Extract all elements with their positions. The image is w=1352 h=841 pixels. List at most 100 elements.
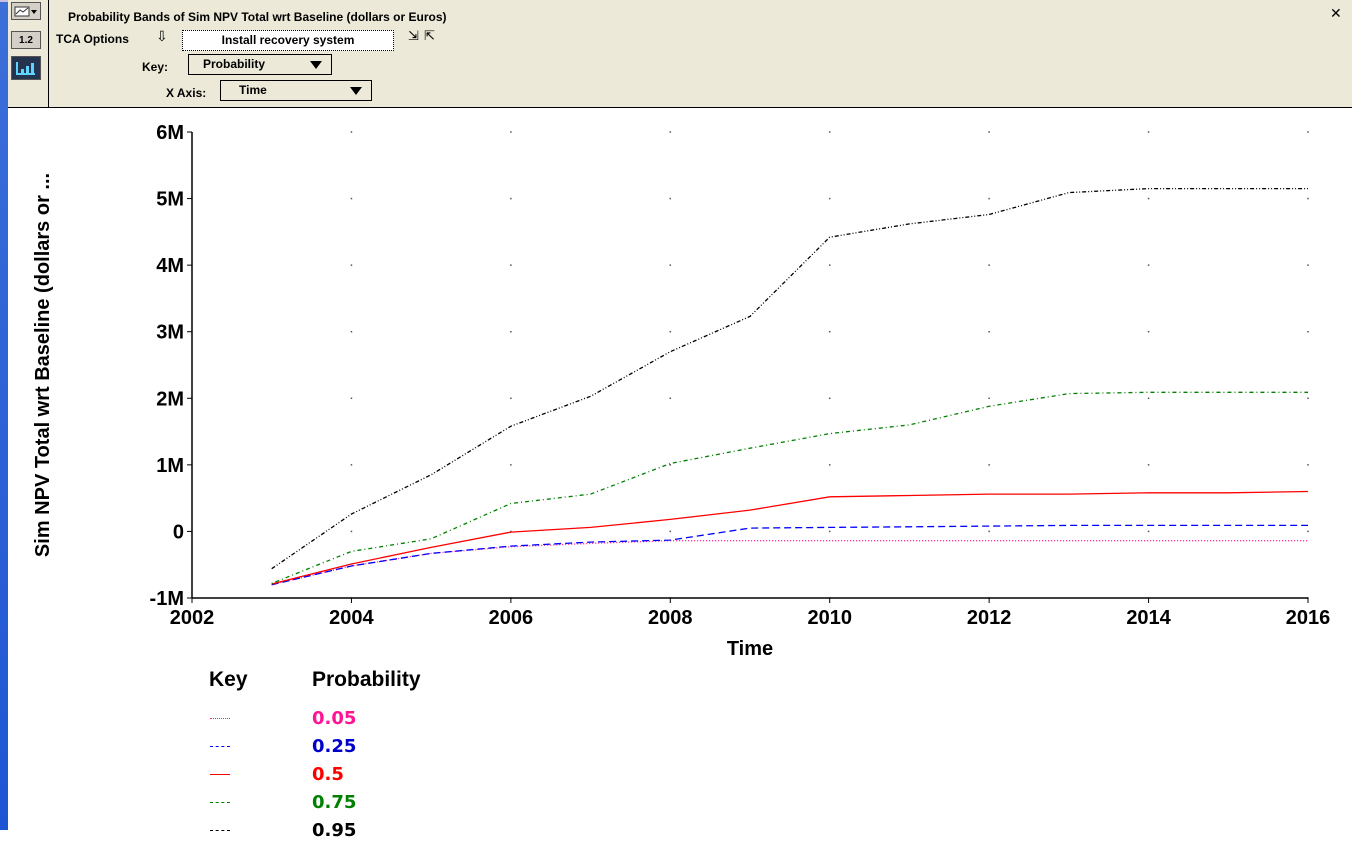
grid-dot bbox=[1307, 264, 1309, 266]
view-mode-icons: 1.2 bbox=[8, 0, 49, 107]
grid-dot bbox=[1307, 464, 1309, 466]
legend-key-title: Key bbox=[209, 668, 248, 691]
y-tick-label: 6M bbox=[156, 122, 184, 144]
grid-dot bbox=[1307, 330, 1309, 333]
grid-dot bbox=[669, 264, 672, 266]
graph-view-icon[interactable] bbox=[11, 56, 41, 80]
x-tick-labels: 2002 2004 2006 2008 2010 2012 2014 2016 bbox=[170, 598, 1331, 629]
tca-options-button[interactable]: Install recovery system bbox=[182, 30, 394, 51]
y-tick-label: -1M bbox=[150, 588, 184, 610]
x-tick-label: 2004 bbox=[329, 607, 374, 629]
chart-axes bbox=[191, 132, 1308, 599]
series-line-0-05 bbox=[271, 540, 1308, 586]
x-tick-label: 2006 bbox=[489, 607, 534, 629]
x-tick-label: 2016 bbox=[1286, 607, 1331, 629]
grid-dot bbox=[1307, 397, 1309, 400]
legend-swatch bbox=[210, 746, 230, 747]
x-tick-label: 2010 bbox=[807, 607, 852, 629]
grid-dot bbox=[828, 330, 831, 333]
grid-dot bbox=[669, 197, 672, 200]
x-axis-label: X Axis: bbox=[166, 86, 207, 100]
grid-dot bbox=[1147, 264, 1150, 266]
legend-label: 0.5 bbox=[312, 764, 344, 785]
grid-dot bbox=[988, 131, 990, 133]
grid-dot bbox=[669, 131, 672, 133]
grid-dot bbox=[669, 397, 672, 400]
grid-dot bbox=[988, 330, 990, 333]
grid-dot bbox=[1307, 530, 1309, 533]
grid-dot bbox=[988, 464, 990, 466]
x-axis-title: Time bbox=[727, 638, 773, 660]
grid-dot bbox=[828, 197, 831, 200]
grid-dot bbox=[1147, 530, 1150, 533]
y-axis-title: Sim NPV Total wrt Baseline (dollars or .… bbox=[32, 173, 54, 557]
grid-dot bbox=[350, 397, 353, 400]
series-line-0-25 bbox=[271, 524, 1308, 586]
y-tick-label: 0 bbox=[173, 521, 184, 543]
copy-icon[interactable]: ⇲ bbox=[408, 28, 419, 43]
chevron-down-icon bbox=[310, 61, 322, 69]
grid-dot bbox=[510, 397, 512, 400]
grid-dot bbox=[510, 464, 512, 466]
x-tick-label: 2002 bbox=[170, 607, 215, 629]
grid-dot bbox=[510, 264, 512, 266]
grid-dot bbox=[510, 330, 512, 333]
chevron-down-icon bbox=[350, 87, 362, 95]
grid-dot bbox=[510, 197, 512, 200]
grid-dot bbox=[828, 530, 831, 533]
paste-icon[interactable]: ⇱ bbox=[424, 28, 435, 43]
y-tick-label: 1M bbox=[156, 455, 184, 477]
grid-dot bbox=[350, 330, 353, 333]
grid-dot bbox=[828, 264, 831, 266]
grid-dot bbox=[350, 464, 353, 466]
grid-dot bbox=[669, 530, 672, 533]
grid-dot bbox=[828, 131, 831, 133]
numeric-view-icon[interactable]: 1.2 bbox=[11, 31, 41, 49]
x-tick-label: 2008 bbox=[648, 607, 693, 629]
grid-dot bbox=[988, 197, 990, 200]
y-tick-label: 3M bbox=[156, 322, 184, 344]
grid-dot bbox=[828, 397, 831, 400]
grid-dot bbox=[669, 464, 672, 466]
grid-dot bbox=[828, 464, 831, 466]
grid-dot bbox=[669, 330, 672, 333]
grid-dot bbox=[1307, 197, 1309, 200]
grid-dot bbox=[988, 397, 990, 400]
y-tick-labels: -1M 0 1M 2M 3M 4M 5M 6M bbox=[150, 122, 192, 610]
key-label: Key: bbox=[142, 60, 169, 74]
x-tick-label: 2012 bbox=[967, 607, 1012, 629]
grid-dot bbox=[988, 530, 990, 533]
chart-menu-glyph bbox=[14, 6, 37, 17]
grid-dots bbox=[350, 131, 1309, 599]
legend-swatch bbox=[210, 718, 230, 719]
key-dropdown-value: Probability bbox=[203, 57, 266, 71]
y-tick-label: 2M bbox=[156, 388, 184, 410]
close-icon[interactable]: ✕ bbox=[1330, 5, 1342, 21]
legend-swatch bbox=[210, 802, 230, 803]
grid-dot bbox=[350, 131, 353, 133]
grid-dot bbox=[350, 530, 353, 533]
graph-toolbar: 1.2 Probability Bands of Sim NPV Total w… bbox=[8, 0, 1352, 108]
numeric-view-label: 1.2 bbox=[19, 34, 33, 46]
graph-view-glyph bbox=[16, 62, 35, 75]
legend-label: 0.05 bbox=[312, 708, 357, 729]
legend-label: 0.25 bbox=[312, 736, 357, 757]
x-tick-label: 2014 bbox=[1126, 607, 1171, 629]
down-arrow-icon[interactable]: ⇩ bbox=[156, 28, 168, 44]
key-dropdown[interactable]: Probability bbox=[188, 54, 332, 75]
grid-dot bbox=[1147, 131, 1150, 133]
grid-dot bbox=[350, 197, 353, 200]
y-tick-label: 5M bbox=[156, 189, 184, 211]
legend-probability-title: Probability bbox=[312, 668, 421, 691]
grid-dot bbox=[510, 131, 512, 133]
grid-dot bbox=[1147, 330, 1150, 333]
grid-dot bbox=[1307, 131, 1309, 133]
grid-dot bbox=[1147, 197, 1150, 200]
grid-dot bbox=[1147, 464, 1150, 466]
series-lines bbox=[271, 187, 1309, 586]
x-axis-dropdown[interactable]: Time bbox=[220, 80, 372, 101]
x-axis-dropdown-value: Time bbox=[239, 83, 267, 97]
chart-menu-icon[interactable] bbox=[11, 2, 41, 20]
y-tick-label: 4M bbox=[156, 255, 184, 277]
legend-swatch bbox=[210, 774, 230, 775]
